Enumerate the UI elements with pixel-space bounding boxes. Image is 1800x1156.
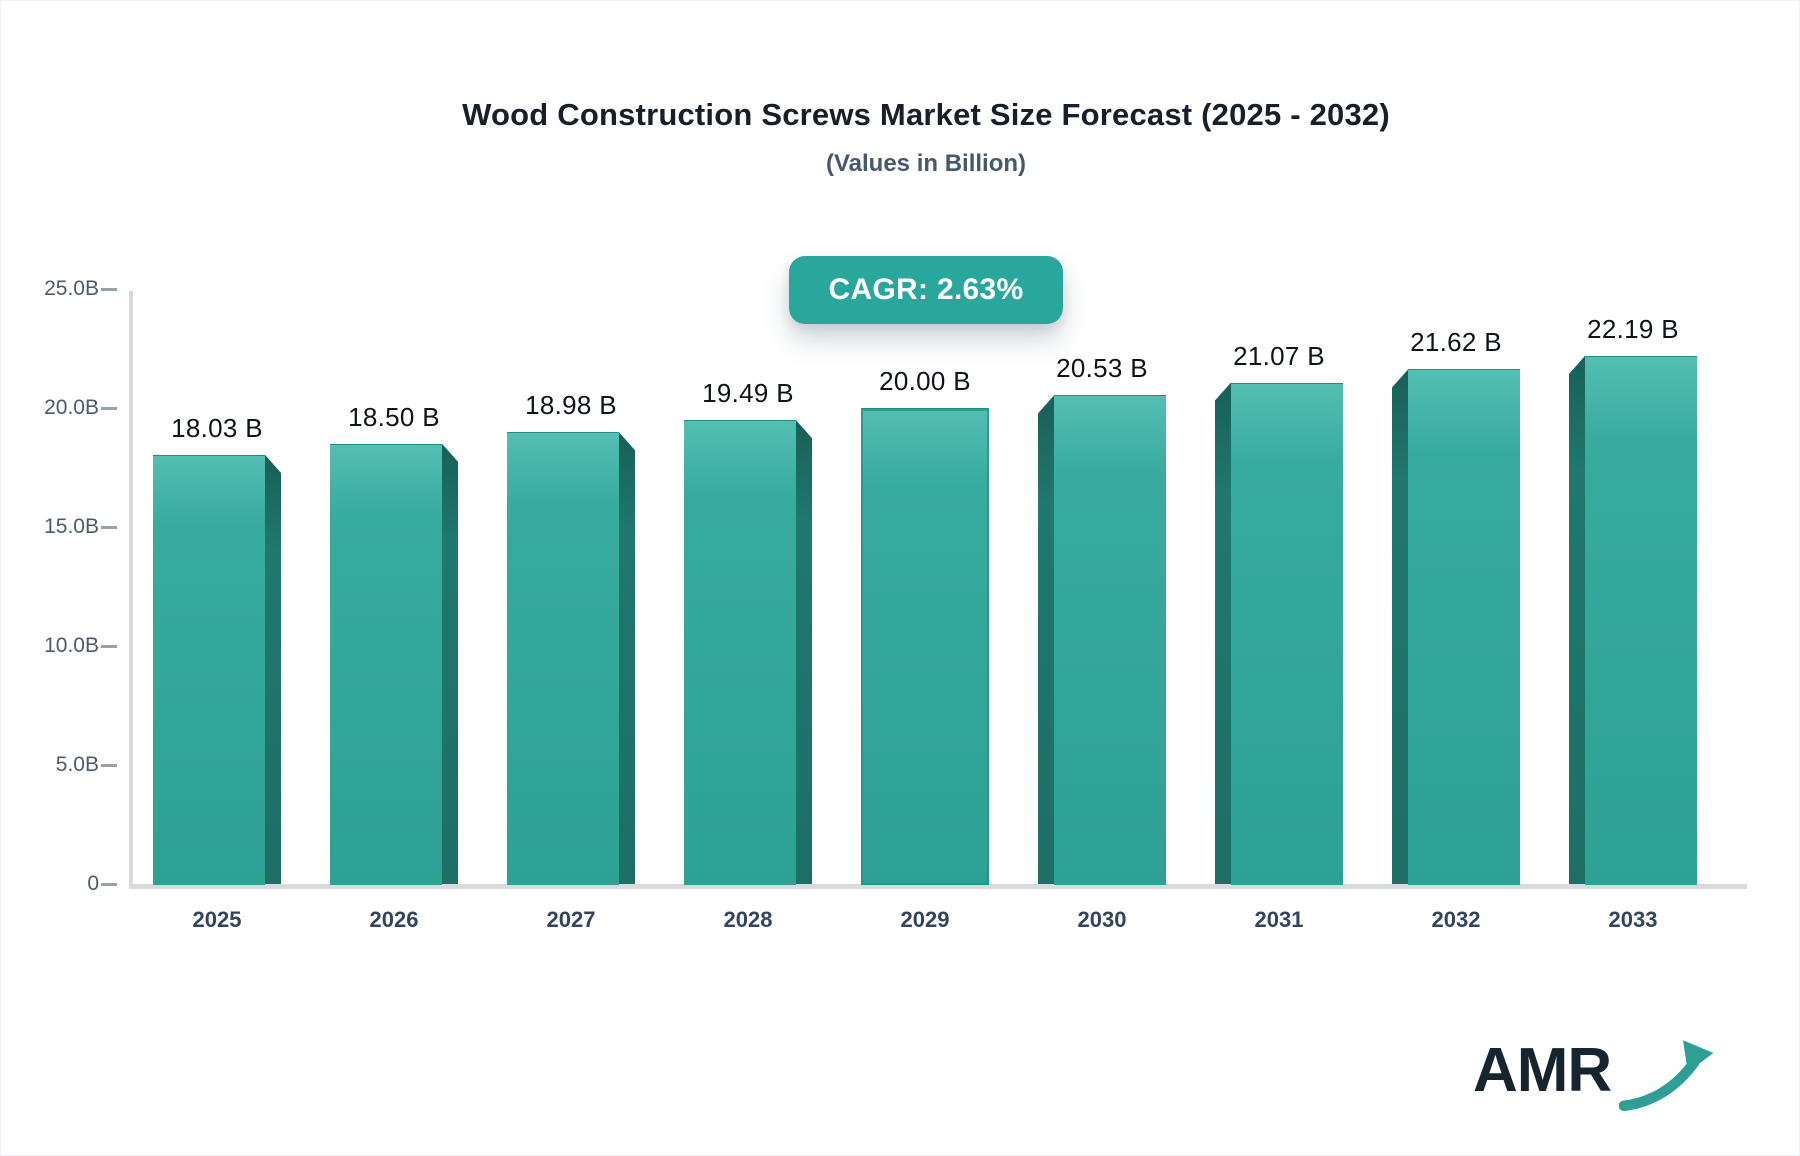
cagr-badge-label: CAGR: 2.63% [828, 273, 1024, 306]
cagr-badge: CAGR: 2.63% [789, 256, 1063, 324]
bar-value-label-2033: 22.19 B [1587, 313, 1679, 344]
bar-2031-side-face [1215, 382, 1231, 884]
y-axis-tick-label: 10.0B [44, 634, 99, 657]
bar-2029[interactable] [861, 408, 989, 885]
amr-logo: AMR [1473, 1035, 1714, 1115]
y-axis-tick-mark [101, 407, 117, 410]
bar-value-label-2027: 18.98 B [525, 390, 617, 421]
x-axis-category-label-2033: 2033 [1608, 907, 1658, 932]
x-axis-category-label-2032: 2032 [1431, 907, 1481, 932]
x-axis-category-label-2027: 2027 [546, 907, 596, 932]
bar-value-label-2029: 20.00 B [879, 366, 971, 396]
bar-2033-side-face [1569, 355, 1585, 884]
y-axis-tick-mark [101, 883, 117, 886]
y-axis-tick-label: 5.0B [55, 753, 99, 776]
y-axis-tick-label: 15.0B [44, 515, 99, 538]
bar-2025[interactable] [153, 454, 265, 885]
bar-2026[interactable] [330, 443, 442, 885]
bar-value-label-2026: 18.50 B [348, 401, 440, 432]
y-axis-tick-mark [101, 764, 117, 767]
y-axis-tick-mark [101, 288, 117, 291]
amr-logo-text: AMR [1473, 1036, 1612, 1105]
bar-2026-side-face [442, 443, 458, 884]
x-axis-category-label-2025: 2025 [192, 907, 242, 932]
x-axis-category-label-2029: 2029 [900, 907, 950, 932]
y-axis-tick-label: 25.0B [44, 277, 99, 300]
bar-2030-side-face [1038, 395, 1054, 884]
bar-2028[interactable] [684, 420, 796, 885]
y-axis-tick-mark [101, 645, 117, 648]
bar-2033[interactable] [1585, 355, 1697, 885]
bar-value-label-2025: 18.03 B [171, 412, 263, 443]
bar-2032-side-face [1392, 369, 1408, 884]
bar-2032[interactable] [1408, 369, 1520, 885]
y-axis-tick-mark [101, 526, 117, 529]
bar-2025-side-face [265, 454, 281, 884]
y-axis-tick-label: 20.0B [44, 396, 99, 419]
y-axis-tick-label: 0 [87, 872, 99, 895]
bar-2027-side-face [619, 432, 635, 884]
x-axis-category-label-2026: 2026 [369, 907, 419, 932]
chart-subtitle: (Values in Billion) [825, 150, 1027, 177]
bar-value-label-2032: 21.62 B [1410, 327, 1502, 358]
bar-2028-side-face [796, 420, 812, 884]
bar-value-label-2031: 21.07 B [1233, 340, 1325, 371]
bar-2031[interactable] [1231, 382, 1343, 885]
bar-value-label-2028: 19.49 B [702, 378, 794, 409]
x-axis-category-label-2031: 2031 [1254, 907, 1304, 932]
bar-2030[interactable] [1054, 395, 1166, 885]
x-axis-category-label-2028: 2028 [723, 907, 773, 932]
y-axis-line [129, 291, 133, 886]
x-axis-line [129, 884, 1747, 889]
bar-2027[interactable] [507, 432, 619, 885]
chart-title: Wood Construction Screws Market Size For… [462, 97, 1390, 132]
logo-growth-arrow-icon [1619, 1040, 1714, 1111]
bar-value-label-2030: 20.53 B [1056, 353, 1148, 384]
x-axis-category-label-2030: 2030 [1077, 907, 1127, 932]
